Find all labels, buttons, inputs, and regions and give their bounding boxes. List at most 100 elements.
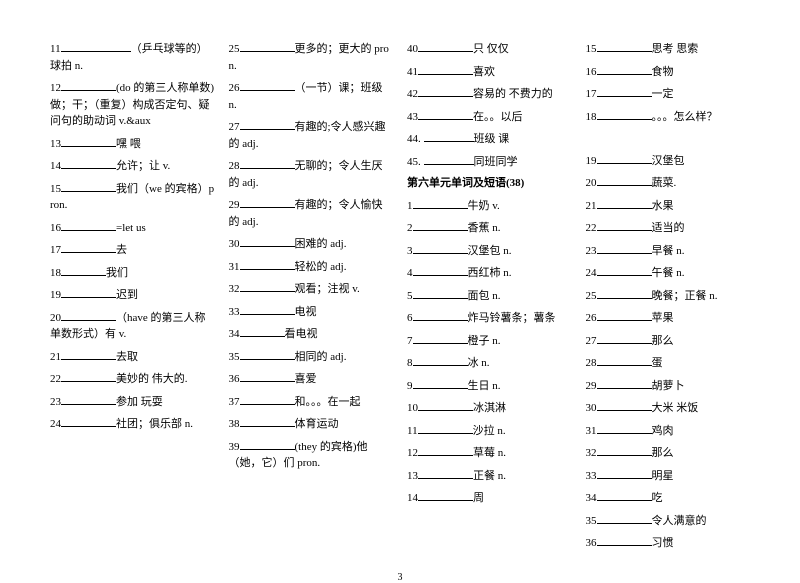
item-definition: 橙子 n.	[468, 335, 501, 347]
item-number: 20	[50, 312, 61, 324]
item-definition: =let us	[116, 222, 146, 234]
item-number: 28	[586, 357, 597, 369]
item-definition: 观看；注视 v.	[295, 283, 360, 295]
item-number: 18	[586, 111, 597, 123]
item-definition: 一定	[652, 88, 674, 100]
item-number: 17	[586, 88, 597, 100]
item-number: 21	[586, 200, 597, 212]
item-definition: 看电视	[285, 328, 318, 340]
fill-blank	[597, 63, 652, 75]
item-number: 31	[229, 261, 240, 273]
vocab-item: 35相同的 adj.	[229, 348, 394, 366]
vocab-item: 30困难的 adj.	[229, 235, 394, 253]
vocab-item: 20蔬菜.	[586, 174, 751, 192]
fill-blank	[418, 85, 473, 97]
item-definition: 和。。。在一起	[295, 396, 361, 408]
item-number: 26	[229, 82, 240, 94]
fill-blank	[413, 197, 468, 209]
fill-blank	[413, 242, 468, 254]
vocab-item: 14允许；让 v.	[50, 157, 215, 175]
fill-blank	[240, 79, 295, 91]
fill-blank	[61, 241, 116, 253]
item-definition: 正餐 n.	[473, 470, 506, 482]
item-definition: 蛋	[652, 357, 663, 369]
item-definition: 喜爱	[295, 373, 317, 385]
fill-blank	[597, 219, 652, 231]
fill-blank	[597, 512, 652, 524]
fill-blank	[597, 377, 652, 389]
vocab-item: 19 汉堡包	[586, 152, 751, 170]
fill-blank	[597, 287, 652, 299]
page-number: 3	[50, 572, 750, 583]
fill-blank	[597, 152, 652, 164]
item-definition: 同班同学	[474, 156, 518, 168]
fill-blank	[597, 354, 652, 366]
fill-blank	[61, 40, 131, 52]
item-definition: 面包 n.	[468, 290, 501, 302]
item-number: 45.	[407, 156, 424, 168]
vocab-item: 13正餐 n.	[407, 467, 572, 485]
vocab-item: 33电视	[229, 303, 394, 321]
item-number: 24	[586, 267, 597, 279]
item-definition: 体育运动	[295, 418, 339, 430]
item-definition: 鸡肉	[652, 425, 674, 437]
vocab-item: 36习惯	[586, 534, 751, 552]
item-number: 34	[229, 328, 240, 340]
fill-blank	[597, 40, 652, 52]
item-definition: 嘿 喂	[116, 138, 141, 150]
item-number: 19	[586, 155, 597, 167]
item-number: 32	[229, 283, 240, 295]
vocab-item: 14周	[407, 489, 572, 507]
item-definition: 只 仅仅	[473, 43, 509, 55]
vocab-item: 12草莓 n.	[407, 444, 572, 462]
vocab-item: 31轻松的 adj.	[229, 258, 394, 276]
fill-blank	[597, 309, 652, 321]
item-definition: 午餐 n.	[652, 267, 685, 279]
item-number: 18	[50, 267, 61, 279]
item-definition: 沙拉 n.	[473, 425, 506, 437]
vocab-item: 1牛奶 v.	[407, 197, 572, 215]
fill-blank	[240, 258, 295, 270]
vocab-item: 25更多的；更大的 pron.	[229, 40, 394, 74]
item-number: 30	[586, 402, 597, 414]
item-number: 13	[50, 138, 61, 150]
item-definition: 吃	[652, 492, 663, 504]
vocab-item: 30 大米 米饭	[586, 399, 751, 417]
item-number: 25	[586, 290, 597, 302]
item-definition: 令人满意的	[652, 515, 707, 527]
vocab-item: 23早餐 n.	[586, 242, 751, 260]
fill-blank	[413, 354, 468, 366]
fill-blank	[418, 63, 473, 75]
vocab-item: 15我们（we 的宾格）pron.	[50, 180, 215, 214]
item-definition: 汉堡包 n.	[468, 245, 512, 257]
vocab-item: 16食物	[586, 63, 751, 81]
fill-blank	[240, 393, 295, 405]
item-number: 40	[407, 43, 418, 55]
item-number: 41	[407, 66, 418, 78]
vocab-item: 11（乒乓球等的）球拍 n.	[50, 40, 215, 74]
vocab-item	[586, 130, 751, 147]
fill-blank	[240, 348, 295, 360]
item-number: 22	[50, 373, 61, 385]
fill-blank	[413, 377, 468, 389]
item-definition: 炸马铃薯条；薯条	[468, 312, 556, 324]
item-number: 31	[586, 425, 597, 437]
fill-blank	[240, 118, 295, 130]
vocab-item: 38体育运动	[229, 415, 394, 433]
item-definition: 迟到	[116, 289, 138, 301]
item-number: 39	[229, 441, 240, 453]
vocab-item: 39(they 的宾格)他（她，它）们 pron.	[229, 438, 394, 472]
item-number: 12	[407, 447, 418, 459]
item-number: 44.	[407, 133, 424, 145]
item-definition: 在。。以后	[473, 111, 523, 123]
item-definition: 大米 米饭	[652, 402, 699, 414]
item-number: 27	[586, 335, 597, 347]
item-number: 21	[50, 351, 61, 363]
fill-blank	[418, 467, 473, 479]
item-definition: 汉堡包	[652, 155, 685, 167]
item-definition: 胡萝卜	[652, 380, 685, 392]
fill-blank	[597, 467, 652, 479]
vocab-item: 16=let us	[50, 219, 215, 237]
fill-blank	[61, 135, 116, 147]
item-definition: 牛奶 v.	[468, 200, 500, 212]
